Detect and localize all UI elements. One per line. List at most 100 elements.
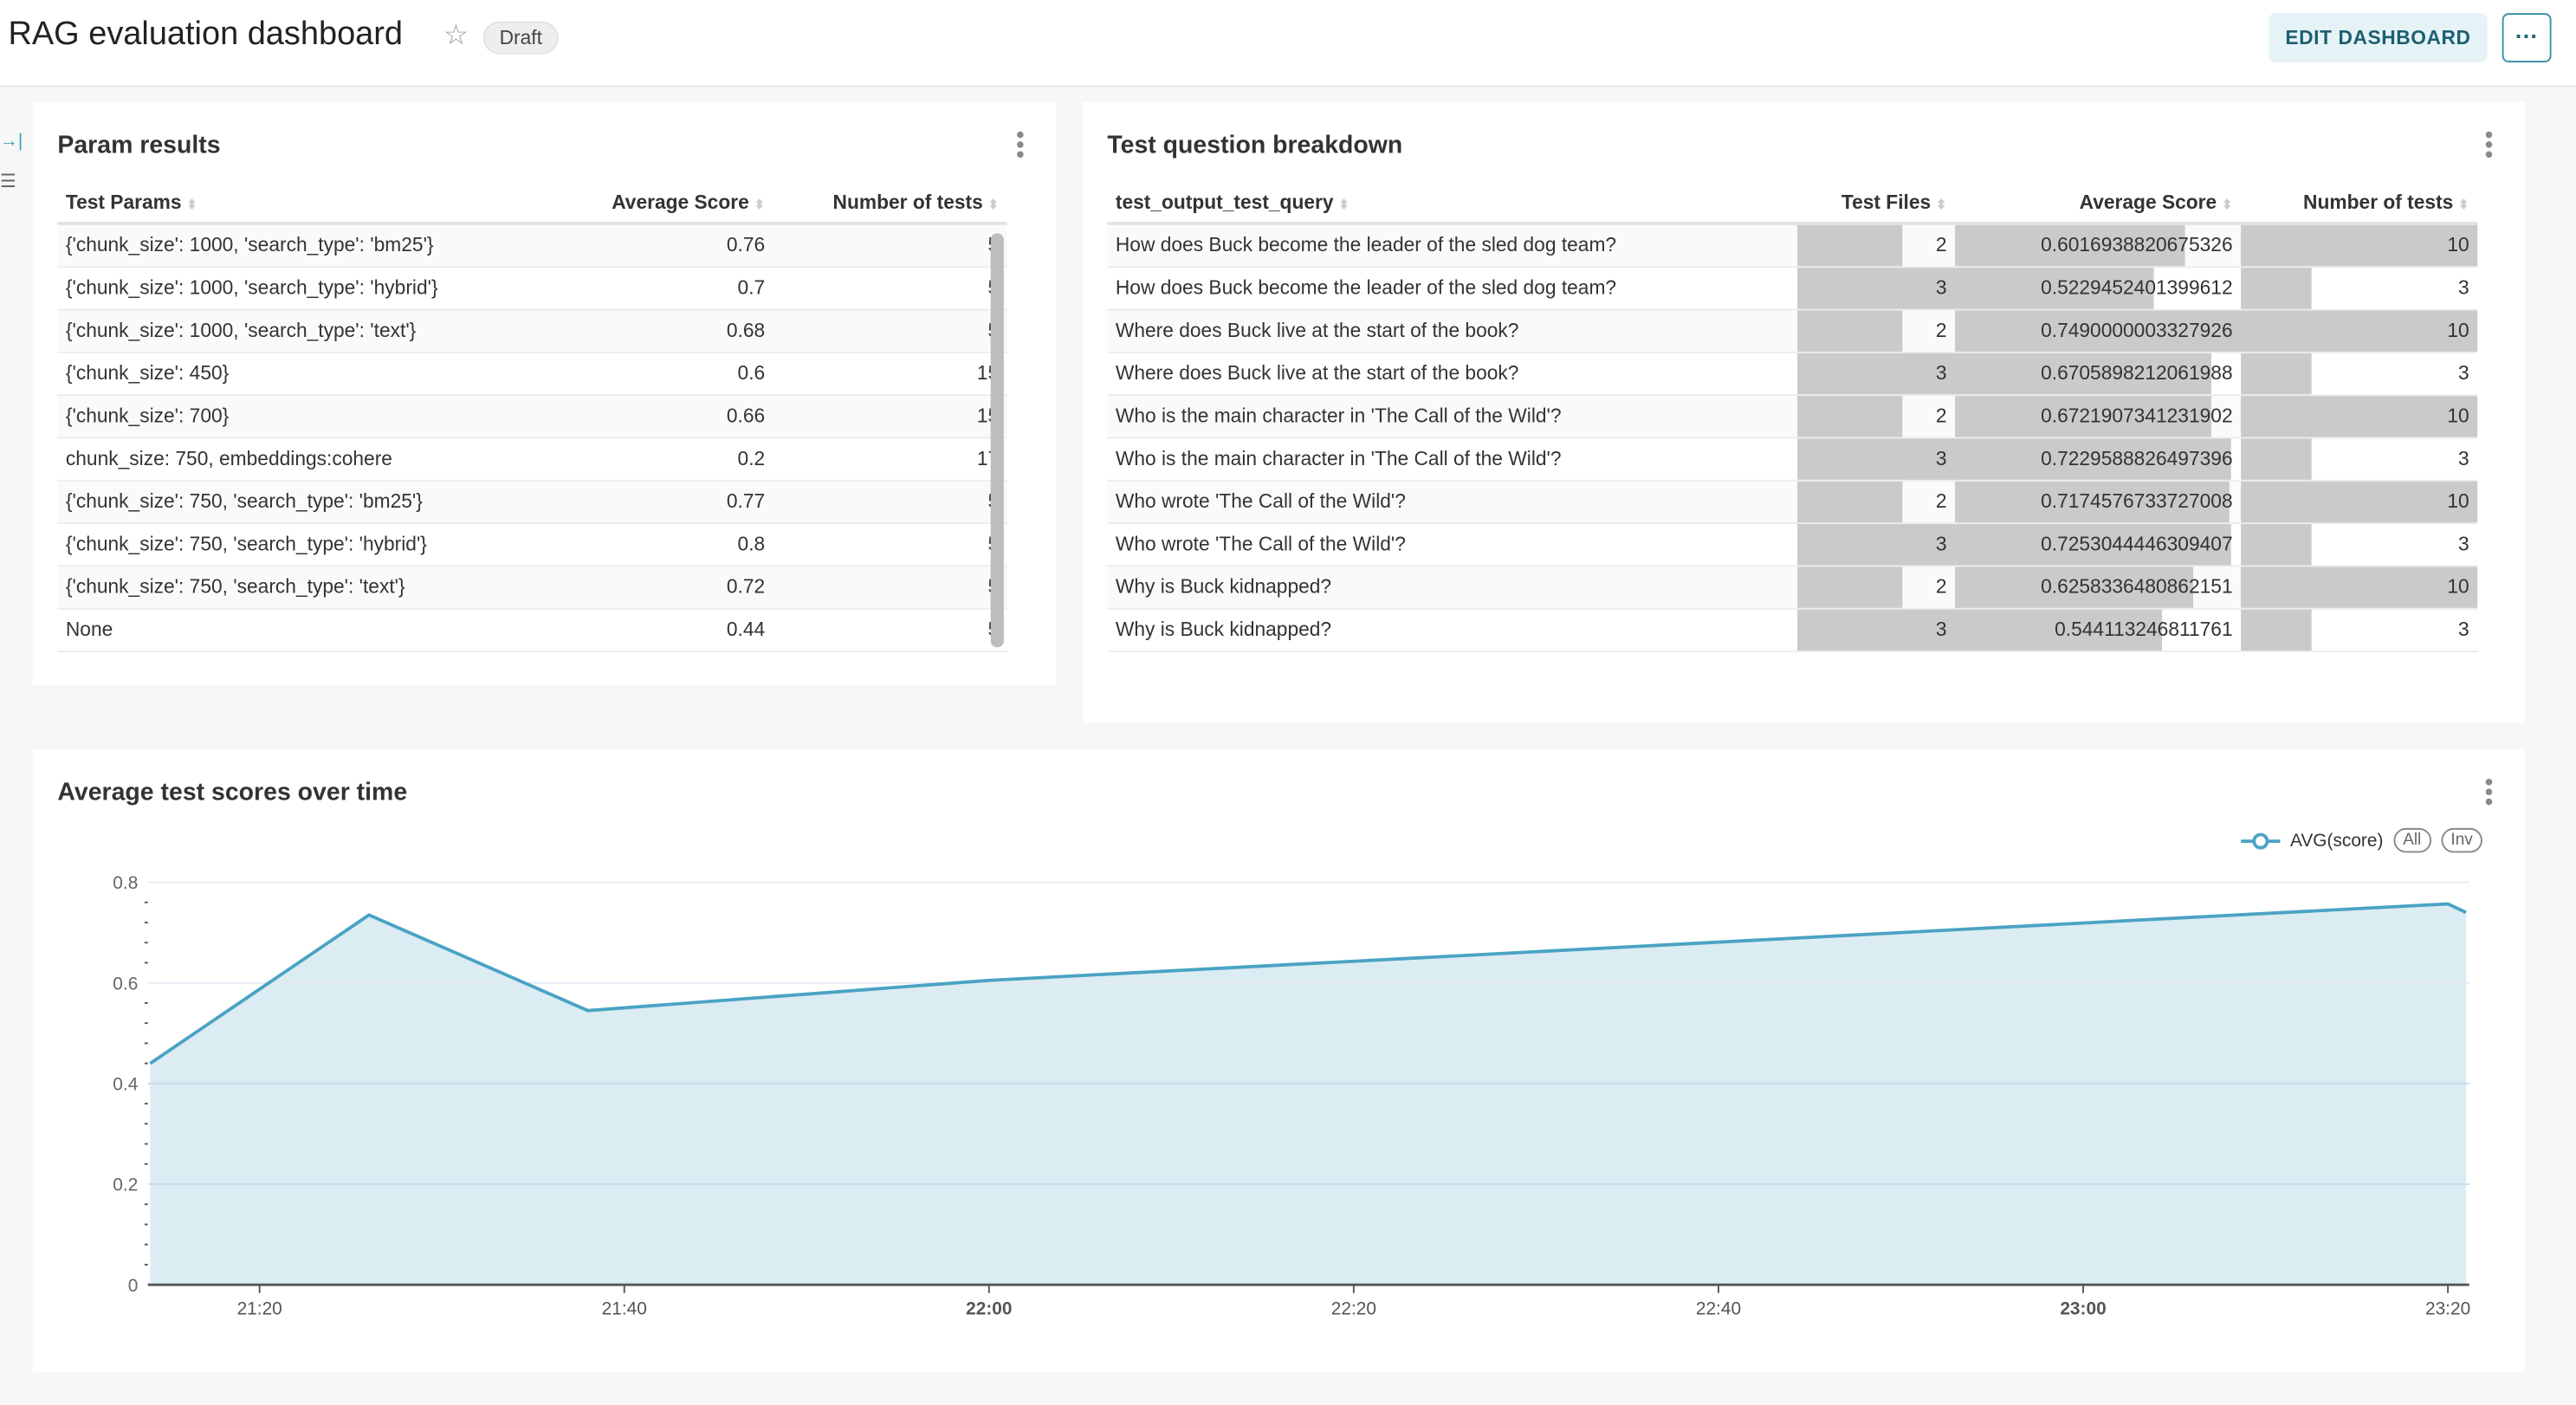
- test-files-cell: 3: [1796, 607, 1956, 652]
- query-cell: Why is Buck kidnapped?: [1107, 565, 1797, 609]
- cell-value: 0.544113246811761: [2055, 618, 2233, 641]
- param-cell: {'chunk_size': 1000, 'search_type': 'bm2…: [57, 223, 556, 268]
- average-score-cell: 0.6721907341231902: [1955, 394, 2242, 438]
- data-bar: [1796, 608, 1956, 651]
- table-row[interactable]: Who is the main character in 'The Call o…: [1107, 437, 2478, 481]
- panel-title: Param results: [57, 131, 221, 159]
- cell-value: 0.7490000003327926: [2041, 318, 2233, 342]
- sort-icon[interactable]: ⬍: [2458, 196, 2469, 211]
- page-title: RAG evaluation dashboard: [8, 16, 403, 53]
- average-score-cell: 0.8: [555, 522, 773, 567]
- column-header[interactable]: Test Params ⬍: [57, 180, 556, 225]
- query-cell: How does Buck become the leader of the s…: [1107, 223, 1797, 268]
- test-count-cell: 5: [773, 522, 1007, 567]
- y-tick-label: 0.4: [113, 1074, 138, 1094]
- sort-icon[interactable]: ⬍: [186, 196, 197, 211]
- scrollbar[interactable]: [990, 233, 1004, 648]
- table-row[interactable]: {'chunk_size': 750, 'search_type': 'bm25…: [57, 479, 1007, 524]
- more-options-button[interactable]: ···: [2502, 13, 2552, 63]
- query-cell: Where does Buck live at the start of the…: [1107, 351, 1797, 396]
- cell-value: 3: [2458, 361, 2469, 385]
- test-count-cell: 5: [773, 266, 1007, 310]
- test-count-cell: 10: [2241, 308, 2478, 353]
- legend-line-icon: [2241, 832, 2281, 849]
- panel-menu-icon[interactable]: [2484, 779, 2494, 808]
- data-bar: [1955, 309, 2242, 351]
- cell-value: 0.6705898212061988: [2041, 361, 2233, 385]
- table-row[interactable]: Who wrote 'The Call of the Wild'? 3 0.7253…: [1107, 522, 2478, 567]
- average-score-cell: 0.6258336480862151: [1955, 565, 2242, 609]
- test-count-cell: 3: [2241, 351, 2478, 396]
- legend-invert-button[interactable]: Inv: [2441, 827, 2483, 853]
- filter-icon[interactable]: ☰: [0, 172, 16, 192]
- table-row[interactable]: Who is the main character in 'The Call o…: [1107, 394, 2478, 438]
- test-files-cell: 2: [1796, 223, 1956, 268]
- param-cell: chunk_size: 750, embeddings:cohere: [57, 437, 556, 481]
- cell-value: 2: [1935, 233, 1947, 257]
- column-header[interactable]: Average Score ⬍: [1955, 180, 2242, 225]
- data-bar: [1796, 352, 1956, 394]
- table-row[interactable]: {'chunk_size': 1000, 'search_type': 'hyb…: [57, 266, 1007, 310]
- cell-value: 0.6258336480862151: [2041, 574, 2233, 599]
- panel-menu-icon[interactable]: [2484, 131, 2494, 161]
- average-score-cell: 0.6016938820675326: [1955, 223, 2242, 268]
- test-files-cell: 3: [1796, 437, 1956, 481]
- data-bar: [2241, 352, 2313, 394]
- area-fill: [150, 903, 2467, 1285]
- sort-icon[interactable]: ⬍: [1935, 196, 1947, 211]
- edit-dashboard-button[interactable]: EDIT DASHBOARD: [2269, 13, 2488, 63]
- y-tick-label: 0.8: [113, 873, 138, 893]
- table-row[interactable]: {'chunk_size': 450} 0.6 15: [57, 351, 1007, 396]
- star-icon[interactable]: ☆: [443, 19, 469, 51]
- sort-icon[interactable]: ⬍: [754, 196, 766, 211]
- chart-legend: AVG(score) All Inv: [2241, 827, 2483, 853]
- data-bar: [1796, 395, 1903, 437]
- table-row[interactable]: How does Buck become the leader of the s…: [1107, 266, 2478, 310]
- test-count-cell: 15: [773, 351, 1007, 396]
- data-bar: [1955, 267, 2155, 308]
- table-row[interactable]: Why is Buck kidnapped? 2 0.625833648086215…: [1107, 565, 2478, 609]
- cell-value: 3: [2458, 275, 2469, 300]
- x-tick-label: 21:20: [237, 1298, 282, 1318]
- legend-all-button[interactable]: All: [2392, 827, 2431, 853]
- legend-series-name[interactable]: AVG(score): [2289, 830, 2384, 851]
- table-row[interactable]: Why is Buck kidnapped? 3 0.544113246811761…: [1107, 607, 2478, 652]
- param-results-panel: Param results Test Params ⬍ Average Score…: [32, 101, 1057, 685]
- cell-value: 3: [1935, 275, 1947, 300]
- cell-value: 0.7229588826497396: [2041, 446, 2233, 470]
- average-score-cell: 0.44: [555, 607, 773, 652]
- table-row[interactable]: chunk_size: 750, embeddings:cohere 0.2 17: [57, 437, 1007, 481]
- data-bar: [2241, 309, 2478, 351]
- expand-sidebar-icon[interactable]: →|: [0, 131, 23, 152]
- panel-title: Average test scores over time: [57, 779, 408, 807]
- column-header[interactable]: Average Score ⬍: [555, 180, 773, 225]
- column-header[interactable]: Number of tests ⬍: [773, 180, 1007, 225]
- column-header[interactable]: Test Files ⬍: [1796, 180, 1956, 225]
- test-count-cell: 3: [2241, 437, 2478, 481]
- query-cell: Who is the main character in 'The Call o…: [1107, 394, 1797, 438]
- average-score-cell: 0.544113246811761: [1955, 607, 2242, 652]
- table-row[interactable]: How does Buck become the leader of the s…: [1107, 223, 2478, 268]
- data-bar: [1796, 224, 1903, 266]
- param-cell: {'chunk_size': 750, 'search_type': 'text…: [57, 565, 556, 609]
- table-row[interactable]: {'chunk_size': 700} 0.66 15: [57, 394, 1007, 438]
- table-row[interactable]: Where does Buck live at the start of the…: [1107, 308, 2478, 353]
- sort-icon[interactable]: ⬍: [987, 196, 1000, 211]
- average-score-cell: 0.7253044446309407: [1955, 522, 2242, 567]
- average-score-cell: 0.6705898212061988: [1955, 351, 2242, 396]
- column-header[interactable]: Number of tests ⬍: [2241, 180, 2478, 225]
- panel-menu-icon[interactable]: [1015, 131, 1025, 161]
- table-row[interactable]: {'chunk_size': 1000, 'search_type': 'bm2…: [57, 223, 1007, 268]
- test-count-cell: 3: [2241, 607, 2478, 652]
- sort-icon[interactable]: ⬍: [1338, 196, 1349, 211]
- table-row[interactable]: {'chunk_size': 750, 'search_type': 'text…: [57, 565, 1007, 609]
- average-score-cell: 0.66: [555, 394, 773, 438]
- cell-value: 0.6721907341231902: [2041, 404, 2233, 428]
- table-row[interactable]: Who wrote 'The Call of the Wild'? 2 0.7174…: [1107, 479, 2478, 524]
- table-row[interactable]: Where does Buck live at the start of the…: [1107, 351, 2478, 396]
- table-row[interactable]: {'chunk_size': 1000, 'search_type': 'tex…: [57, 308, 1007, 353]
- sort-icon[interactable]: ⬍: [2221, 196, 2233, 211]
- table-row[interactable]: {'chunk_size': 750, 'search_type': 'hybr…: [57, 522, 1007, 567]
- column-header[interactable]: test_output_test_query ⬍: [1107, 180, 1797, 225]
